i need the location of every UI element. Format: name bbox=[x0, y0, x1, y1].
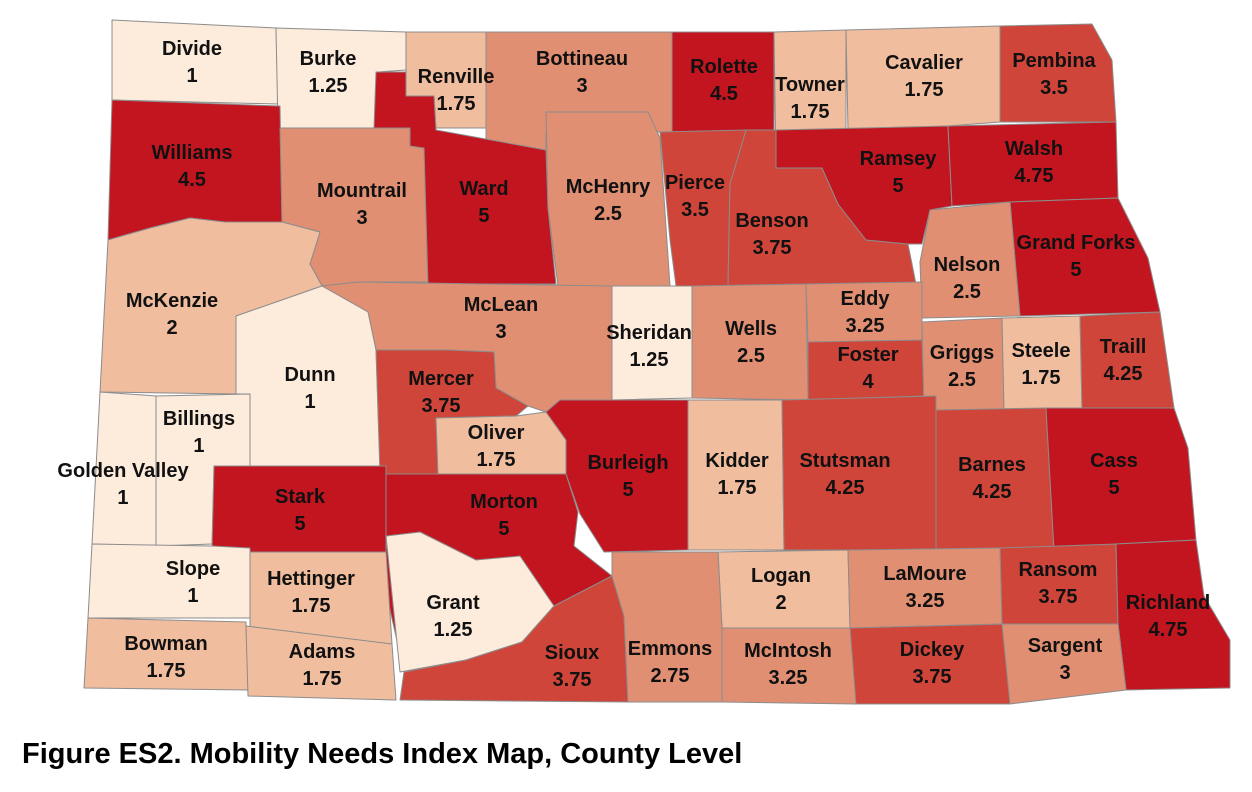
county-cavalier bbox=[845, 25, 1001, 131]
county-divide bbox=[111, 19, 279, 105]
county-golden-valley bbox=[91, 391, 157, 547]
county-barnes bbox=[935, 407, 1055, 551]
county-ransom bbox=[999, 543, 1119, 625]
county-cass bbox=[1045, 407, 1197, 551]
county-mckenzie bbox=[99, 217, 323, 395]
county-nelson bbox=[919, 201, 1021, 319]
county-sheridan bbox=[611, 285, 693, 401]
county-rolette bbox=[671, 31, 775, 133]
county-traill bbox=[1079, 311, 1175, 411]
north-dakota-county-map bbox=[83, 19, 1231, 705]
county-map-svg bbox=[83, 19, 1231, 705]
county-emmons bbox=[611, 551, 723, 703]
county-dunn bbox=[235, 285, 381, 467]
county-richland bbox=[1115, 539, 1231, 691]
county-foster bbox=[807, 339, 925, 401]
county-mcintosh bbox=[721, 627, 857, 705]
county-wells bbox=[691, 283, 809, 401]
county-kidder bbox=[687, 399, 785, 551]
county-oliver bbox=[435, 411, 567, 475]
county-ward bbox=[373, 71, 557, 285]
county-logan bbox=[717, 549, 851, 629]
county-steele bbox=[1001, 315, 1083, 411]
county-pembina bbox=[999, 23, 1117, 123]
county-stutsman bbox=[781, 395, 937, 551]
county-dickey bbox=[849, 623, 1011, 705]
county-burleigh bbox=[545, 399, 689, 553]
county-slope bbox=[87, 543, 253, 619]
county-walsh bbox=[947, 121, 1119, 207]
county-grand-forks bbox=[1009, 197, 1161, 317]
county-mchenry bbox=[545, 111, 671, 287]
county-adams bbox=[245, 625, 397, 701]
county-lamoure bbox=[847, 547, 1003, 629]
county-eddy bbox=[805, 281, 923, 343]
county-sargent bbox=[1001, 623, 1127, 705]
county-stark bbox=[211, 465, 387, 553]
county-bowman bbox=[83, 617, 249, 691]
figure-caption: Figure ES2. Mobility Needs Index Map, Co… bbox=[22, 738, 743, 770]
